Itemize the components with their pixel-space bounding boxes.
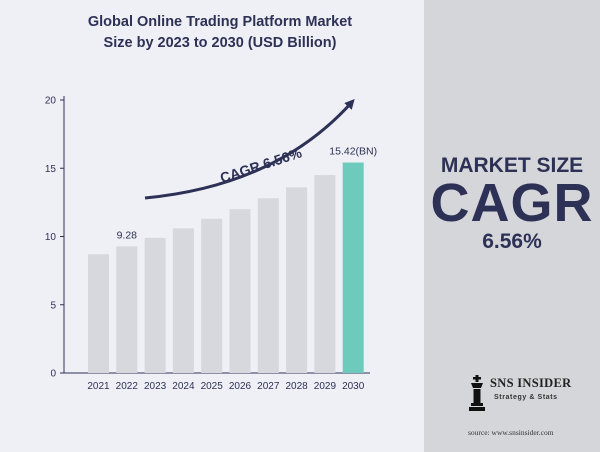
y-tick-label: 10 xyxy=(45,232,57,243)
source-text[interactable]: source: www.snsinsider.com xyxy=(468,428,554,437)
x-tick-label: 2030 xyxy=(342,381,365,392)
y-tick-label: 15 xyxy=(45,164,57,175)
bar-2030 xyxy=(342,162,364,373)
summary-panel xyxy=(424,0,600,452)
chess-king-icon xyxy=(469,375,485,411)
cagr-arrow xyxy=(144,99,355,200)
cagr-label: CAGR xyxy=(430,173,594,233)
data-label: 15.42(BN) xyxy=(329,146,377,158)
x-tick-label: 2022 xyxy=(116,381,139,392)
chart-title: Global Online Trading Platform Market Si… xyxy=(40,12,400,54)
logo-name: SNS INSIDER xyxy=(490,376,572,390)
chart-bars xyxy=(88,162,364,373)
bar-2023 xyxy=(144,237,166,373)
y-tick-label: 5 xyxy=(50,300,56,311)
x-tick-label: 2025 xyxy=(201,381,224,392)
cagr-annotation: CAGR 6.56% xyxy=(218,144,304,186)
chart-title-line-1: Global Online Trading Platform Market xyxy=(87,14,353,30)
x-tick-label: 2026 xyxy=(229,381,252,392)
x-tick-label: 2021 xyxy=(87,381,110,392)
x-tick-label: 2024 xyxy=(172,381,195,392)
sns-insider-logo: SNS INSIDER Strategy & Stats xyxy=(466,374,586,414)
bar-2026 xyxy=(229,209,251,373)
logo-tagline: Strategy & Stats xyxy=(494,394,558,401)
y-tick-label: 20 xyxy=(45,96,57,107)
bar-2025 xyxy=(201,218,223,373)
market-size-label: MARKET SIZE xyxy=(440,154,584,177)
bar-2029 xyxy=(314,175,336,373)
x-tick-label: 2028 xyxy=(285,381,308,392)
x-tick-label: 2023 xyxy=(144,381,167,392)
data-label: 9.28 xyxy=(117,229,138,241)
chart-labels: 2021 2022 2023 2024 2025 2026 2027 2028 2029 2030… xyxy=(87,146,377,392)
bar-2022 xyxy=(116,246,138,373)
chart-title-line-2: Size by 2023 to 2030 (USD Billion) xyxy=(103,35,337,51)
y-tick-label: 0 xyxy=(50,369,56,380)
x-tick-label: 2027 xyxy=(257,381,280,392)
bar-2024 xyxy=(172,228,194,373)
cagr-value: 6.56% xyxy=(482,230,542,253)
bar-2028 xyxy=(286,187,308,373)
bar-2021 xyxy=(88,254,109,373)
bar-2027 xyxy=(257,198,279,373)
x-tick-label: 2029 xyxy=(314,381,337,392)
